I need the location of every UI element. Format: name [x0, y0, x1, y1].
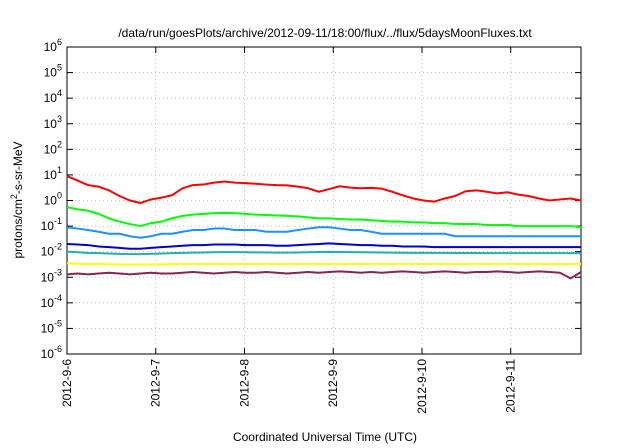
series-layer — [66, 175, 582, 280]
y-tick-label: 106 — [44, 37, 62, 54]
x-tick-label: 2012-9-11 — [504, 359, 518, 413]
y-tick-exp: 4 — [57, 88, 62, 98]
y-tick-base: 10 — [44, 40, 58, 54]
y-tick-exp: -4 — [54, 293, 62, 303]
y-axis-label-sup: 2 — [9, 194, 19, 199]
y-tick-exp: -5 — [54, 318, 62, 328]
y-tick-base: 10 — [44, 91, 58, 105]
series-line-7 — [66, 270, 582, 280]
series-line-5 — [66, 250, 581, 256]
y-tick-base: 10 — [44, 194, 58, 208]
y-tick-label: 10-3 — [41, 267, 62, 284]
series-line-4 — [66, 242, 581, 250]
y-tick-label: 10-2 — [41, 242, 62, 259]
y-tick-base: 10 — [44, 168, 58, 182]
y-tick-label: 10-5 — [41, 318, 62, 335]
y-tick-base: 10 — [41, 296, 55, 310]
y-tick-label: 105 — [44, 63, 62, 80]
y-tick-label: 103 — [44, 114, 62, 131]
y-tick-exp: -3 — [54, 267, 62, 277]
y-tick-base: 10 — [44, 142, 58, 156]
y-tick-labels: 10610510410310210110010-110-210-310-410-… — [41, 37, 62, 361]
chart-title: /data/run/goesPlots/archive/2012-09-11/1… — [118, 26, 532, 40]
y-tick-exp: 0 — [57, 191, 62, 201]
y-tick-exp: 1 — [57, 165, 62, 175]
x-tick-label: 2012-9-10 — [415, 359, 429, 414]
y-tick-label: 100 — [44, 191, 62, 208]
y-tick-label: 102 — [44, 139, 62, 156]
y-tick-base: 10 — [41, 245, 55, 259]
y-tick-exp: -1 — [54, 216, 62, 226]
y-tick-label: 104 — [44, 88, 62, 105]
y-tick-exp: 3 — [57, 114, 62, 124]
x-axis-label: Coordinated Universal Time (UTC) — [233, 430, 417, 444]
y-tick-exp: -2 — [54, 242, 62, 252]
x-tick-label: 2012-9-9 — [326, 359, 340, 407]
y-axis-label: protons/cm2-s-sr-MeV — [9, 141, 25, 258]
y-tick-base: 10 — [41, 219, 55, 233]
y-tick-exp: -6 — [54, 344, 62, 354]
series-line-3 — [66, 226, 581, 239]
y-tick-base: 10 — [41, 270, 55, 284]
y-tick-label: 10-1 — [41, 216, 62, 233]
y-tick-base: 10 — [44, 66, 58, 80]
y-axis-label-rest: -s-sr-MeV — [11, 141, 25, 194]
grid — [66, 46, 581, 355]
y-tick-label: 101 — [44, 165, 62, 182]
y-tick-exp: 6 — [57, 37, 62, 47]
series-line-6 — [66, 262, 581, 266]
x-tick-label: 2012-9-6 — [60, 359, 74, 407]
y-tick-base: 10 — [41, 347, 55, 361]
y-axis-label-base: protons/cm — [11, 199, 25, 258]
y-tick-label: 10-6 — [41, 344, 62, 361]
x-tick-label: 2012-9-7 — [149, 359, 163, 407]
x-tick-labels: 2012-9-6 2012-9-7 2012-9-8 2012-9-9 2012-9-1… — [60, 359, 518, 414]
y-tick-base: 10 — [44, 117, 58, 131]
y-tick-exp: 2 — [57, 139, 62, 149]
y-tick-label: 10-4 — [41, 293, 62, 310]
y-tick-base: 10 — [41, 321, 55, 335]
series-line-1 — [66, 175, 582, 204]
y-tick-exp: 5 — [57, 63, 62, 73]
series-line-2 — [66, 206, 582, 229]
x-tick-label: 2012-9-8 — [237, 359, 251, 407]
